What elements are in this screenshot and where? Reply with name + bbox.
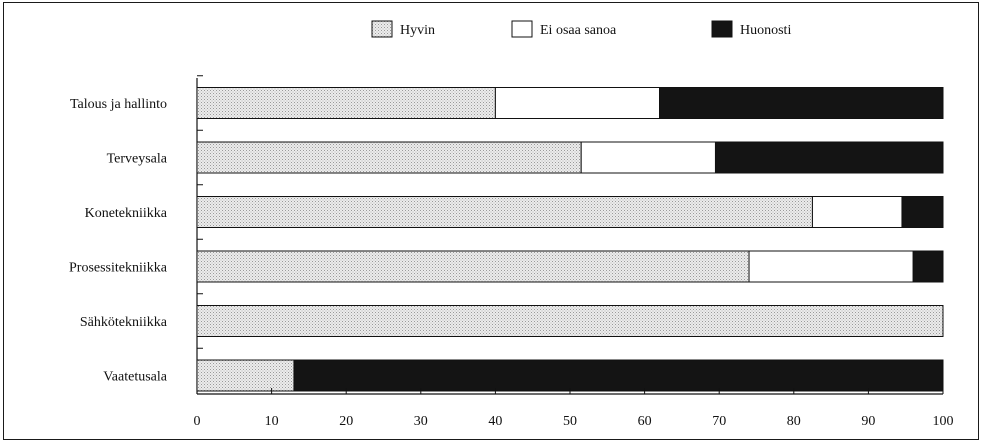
legend-swatch-ei-osaa-sanoa: [511, 20, 533, 38]
x-tick-label: 50: [563, 414, 577, 429]
legend-label-ei-osaa-sanoa: Ei osaa sanoa: [540, 23, 617, 38]
bar-konetekniikka-ei-osaa-sanoa: [811, 196, 903, 228]
category-label-konetekniikka: Konetekniikka: [85, 206, 168, 221]
x-tick-label: 100: [933, 414, 954, 429]
x-tick-label: 0: [194, 414, 201, 429]
bar-terveysala-ei-osaa-sanoa: [580, 141, 716, 174]
x-tick-label: 40: [488, 414, 502, 429]
bar-vaatetusala-huonosti: [293, 359, 944, 392]
category-labels: Talous ja hallinto Terveysala Konetekniikk…: [69, 97, 168, 385]
legend: Hyvin Ei osaa sanoa Huonosti: [371, 20, 791, 38]
x-axis-ticks: 0 10 20 30 40 50 60 70 80 90 100: [194, 388, 954, 429]
legend-label-hyvin: Hyvin: [400, 23, 435, 38]
x-tick-label: 20: [339, 414, 353, 429]
bar-vaatetusala-hyvin: [196, 359, 295, 392]
legend-swatch-hyvin: [371, 20, 393, 38]
bar-terveysala-hyvin: [196, 141, 582, 174]
x-tick-label: 90: [861, 414, 875, 429]
x-tick-label: 70: [712, 414, 726, 429]
bar-talous-ja-hallinto-ei-osaa-sanoa: [494, 87, 661, 119]
legend-label-huonosti: Huonosti: [740, 23, 791, 38]
x-tick-label: 30: [414, 414, 428, 429]
legend-swatch-huonosti: [711, 20, 733, 38]
x-tick-label: 60: [638, 414, 652, 429]
category-label-talous-ja-hallinto: Talous ja hallinto: [70, 97, 167, 112]
category-label-sahkotekniikka: Sähkötekniikka: [80, 315, 168, 330]
axes: [196, 75, 943, 395]
bar-talous-ja-hallinto-hyvin: [196, 87, 496, 119]
bar-konetekniikka-hyvin: [196, 196, 813, 228]
bars: [196, 87, 944, 392]
x-tick-label: 10: [265, 414, 279, 429]
bar-konetekniikka-huonosti: [901, 196, 944, 228]
bar-prosessitekniikka-ei-osaa-sanoa: [748, 250, 914, 283]
bar-sahkotekniikka-hyvin: [196, 305, 944, 337]
bar-terveysala-huonosti: [714, 141, 944, 174]
bar-prosessitekniikka-hyvin: [196, 250, 750, 283]
x-tick-label: 80: [787, 414, 801, 429]
category-label-terveysala: Terveysala: [107, 152, 168, 167]
category-label-vaatetusala: Vaatetusala: [103, 370, 168, 385]
bar-talous-ja-hallinto-huonosti: [659, 87, 944, 119]
bar-prosessitekniikka-huonosti: [912, 250, 944, 283]
category-label-prosessitekniikka: Prosessitekniikka: [69, 261, 168, 276]
